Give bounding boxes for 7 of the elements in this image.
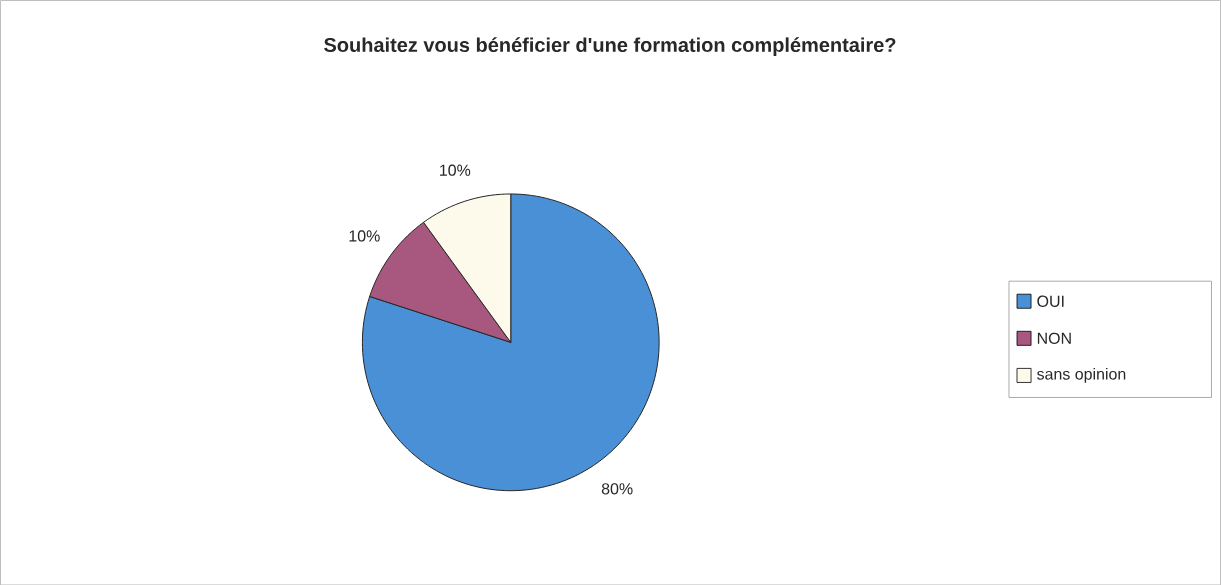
legend-label: OUI xyxy=(1037,295,1064,307)
chart-title: Souhaitez vous bénéficier d'une formation complémentaire? xyxy=(324,37,896,56)
legend-label: sans opinion xyxy=(1037,367,1126,383)
data-label: 10% xyxy=(349,230,380,242)
data-label: 80% xyxy=(601,482,633,495)
legend-label: NON xyxy=(1037,332,1071,344)
data-label: 10% xyxy=(440,164,471,176)
